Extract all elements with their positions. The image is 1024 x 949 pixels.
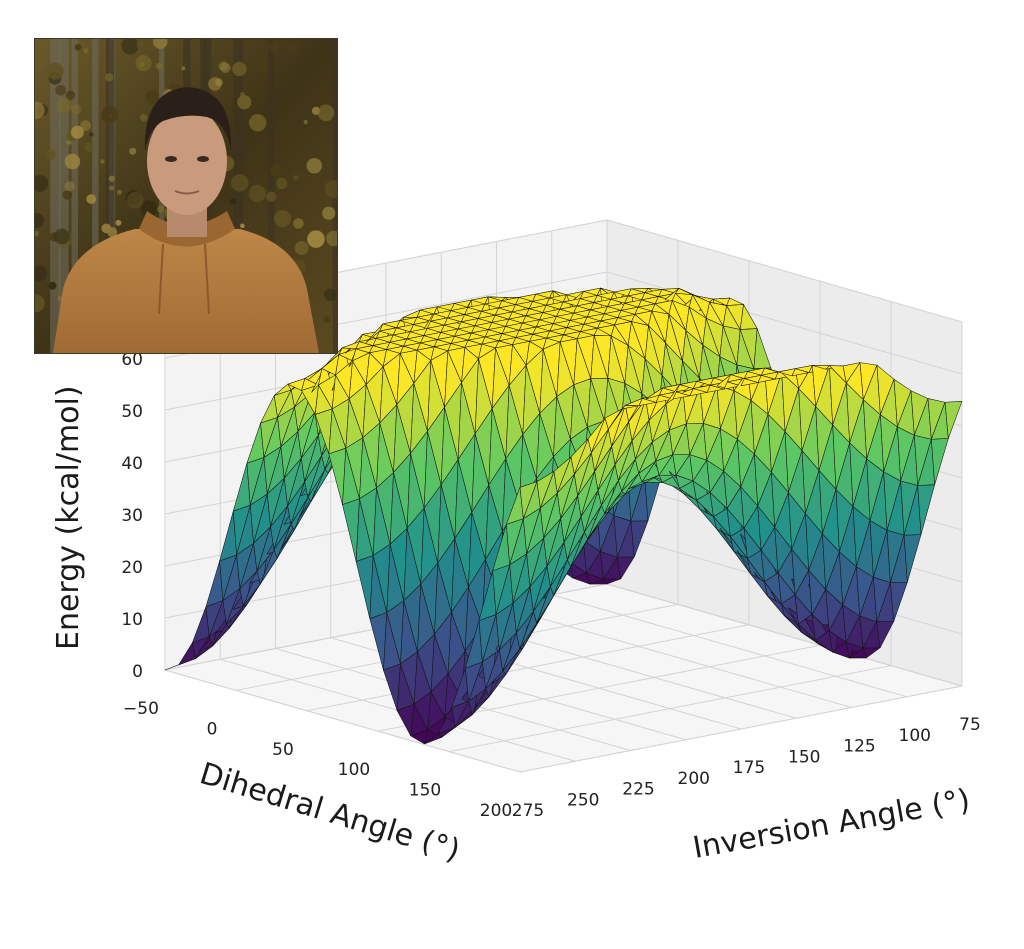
y-tick-label: 250 bbox=[567, 790, 599, 810]
y-tick-label: 150 bbox=[788, 747, 820, 767]
z-tick-label: 60 bbox=[121, 350, 143, 370]
x-axis-label: Dihedral Angle (°) bbox=[196, 756, 464, 868]
z-tick-label: 30 bbox=[121, 506, 143, 526]
y-tick-label: 100 bbox=[899, 726, 931, 746]
y-tick-label: 275 bbox=[512, 801, 544, 821]
x-tick-label: 100 bbox=[338, 760, 370, 780]
z-tick-label: 10 bbox=[121, 610, 143, 630]
tick-labels: 0 10 20 30 40 50 60 −50 0 50 100 150 200 75 100 125 150 1… bbox=[121, 350, 980, 821]
y-tick-label: 175 bbox=[733, 758, 765, 778]
y-tick-label: 200 bbox=[678, 769, 710, 789]
x-tick-label: 150 bbox=[409, 781, 441, 801]
y-tick-label: 125 bbox=[843, 737, 875, 757]
y-tick-label: 75 bbox=[959, 715, 981, 735]
grid-line bbox=[496, 605, 852, 708]
z-tick-label: 20 bbox=[121, 558, 143, 578]
x-tick-label: 50 bbox=[272, 740, 294, 760]
grid-line bbox=[606, 583, 963, 687]
portrait-photo bbox=[34, 38, 338, 354]
z-axis-label: Energy (kcal/mol) bbox=[51, 385, 86, 650]
surface-facet bbox=[944, 401, 963, 439]
grid-line bbox=[164, 669, 521, 773]
grid-line bbox=[606, 219, 963, 323]
x-tick-label: 200 bbox=[480, 801, 512, 821]
grid-line bbox=[551, 594, 907, 698]
z-tick-label: 0 bbox=[132, 662, 143, 682]
y-axis-label: Inversion Angle (°) bbox=[690, 783, 972, 866]
z-tick-label: 40 bbox=[121, 454, 143, 474]
z-tick-label: 50 bbox=[121, 402, 143, 422]
x-tick-label: 0 bbox=[207, 719, 218, 739]
energy-surface bbox=[164, 287, 963, 745]
x-tick-label: −50 bbox=[123, 699, 159, 719]
y-tick-label: 225 bbox=[622, 780, 654, 800]
